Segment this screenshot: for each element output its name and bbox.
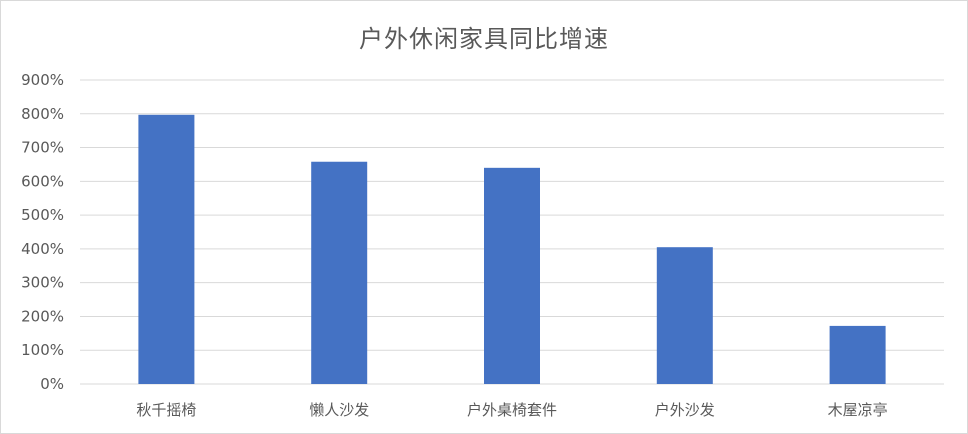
- x-category-label: 户外沙发: [655, 401, 715, 419]
- x-category-label: 户外桌椅套件: [467, 401, 557, 419]
- x-category-label: 木屋凉亭: [828, 401, 888, 419]
- y-axis-ticks: 0% 100% 200% 300% 400% 500% 600% 700% 800% 900%: [21, 71, 64, 393]
- y-tick-label: 200%: [21, 307, 64, 325]
- y-tick-label: 600%: [21, 172, 64, 190]
- y-tick-label: 100%: [21, 341, 64, 359]
- y-tick-label: 800%: [21, 105, 64, 123]
- y-tick-label: 300%: [21, 274, 64, 292]
- bar: [138, 114, 195, 385]
- y-tick-label: 500%: [21, 206, 64, 224]
- bar: [656, 247, 713, 384]
- chart-title: 户外休闲家具同比增速: [359, 25, 609, 53]
- y-tick-label: 400%: [21, 240, 64, 258]
- y-tick-label: 0%: [40, 375, 64, 393]
- bars: [138, 114, 886, 385]
- bar: [311, 161, 368, 384]
- y-tick-label: 900%: [21, 71, 64, 89]
- y-tick-label: 700%: [21, 139, 64, 157]
- x-axis-categories: 秋千摇椅 懒人沙发 户外桌椅套件 户外沙发 木屋凉亭: [136, 401, 887, 419]
- x-category-label: 秋千摇椅: [136, 401, 196, 419]
- bar: [829, 325, 886, 384]
- x-category-label: 懒人沙发: [309, 401, 369, 419]
- bar: [484, 167, 540, 384]
